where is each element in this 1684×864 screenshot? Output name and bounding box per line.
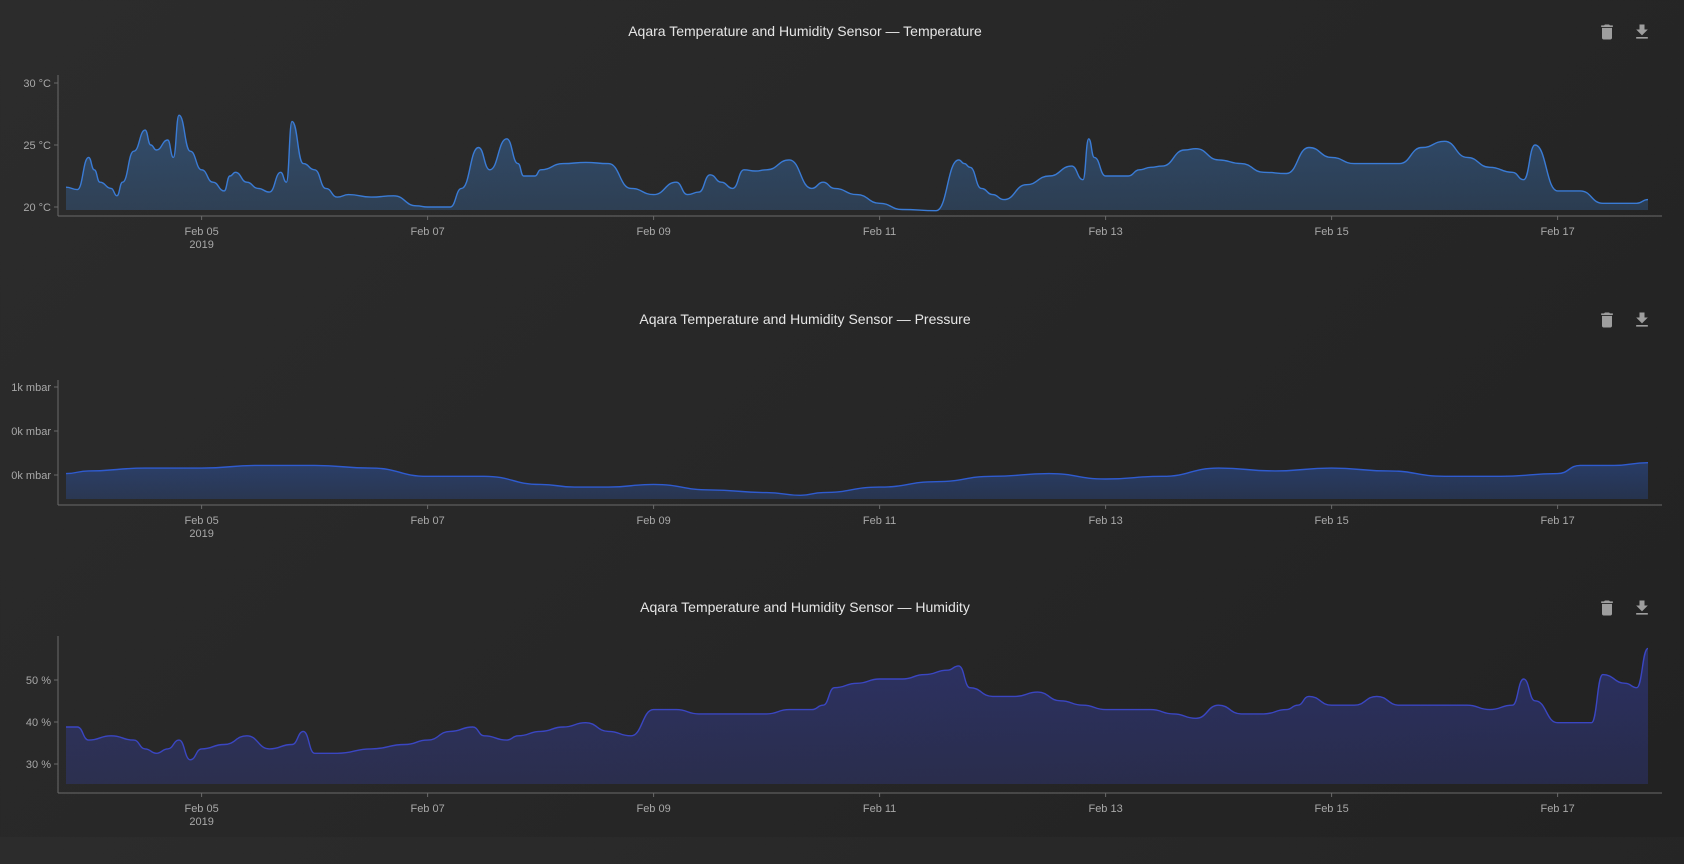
series-area <box>66 648 1648 784</box>
download-icon <box>1636 600 1648 615</box>
x-tick-label: Feb 13 <box>1088 226 1122 238</box>
pressure-panel: Aqara Temperature and Humidity Sensor — … <box>0 288 1684 576</box>
temperature-panel: Aqara Temperature and Humidity Sensor — … <box>0 0 1684 288</box>
series-line <box>66 647 1649 761</box>
download-button[interactable] <box>1632 22 1652 42</box>
y-tick-label: 20 °C <box>23 202 51 214</box>
x-tick-label: Feb 11 <box>863 226 896 238</box>
x-year-label: 2019 <box>189 528 213 540</box>
y-tick-label: 30 % <box>26 759 51 771</box>
y-tick-label: 25 °C <box>23 140 51 152</box>
y-tick-label: 30 °C <box>23 78 51 90</box>
x-tick-label: Feb 17 <box>1540 515 1574 527</box>
y-tick-label: 40 % <box>26 717 51 729</box>
delete-button[interactable] <box>1597 22 1617 42</box>
download-button[interactable] <box>1632 598 1652 618</box>
x-tick-label: Feb 07 <box>410 226 444 238</box>
x-year-label: 2019 <box>189 816 213 828</box>
chart-title: Aqara Temperature and Humidity Sensor — … <box>628 23 982 39</box>
series-area <box>66 462 1648 499</box>
download-button[interactable] <box>1632 310 1652 330</box>
download-icon <box>1636 24 1648 39</box>
humidity-panel: Aqara Temperature and Humidity Sensor — … <box>0 576 1684 864</box>
x-tick-label: Feb 05 <box>184 515 218 527</box>
trash-icon <box>1601 24 1613 40</box>
x-tick-label: Feb 13 <box>1088 515 1122 527</box>
download-icon <box>1636 312 1648 327</box>
x-tick-label: Feb 11 <box>863 803 896 815</box>
x-tick-label: Feb 15 <box>1314 803 1348 815</box>
x-tick-label: Feb 15 <box>1314 515 1348 527</box>
x-tick-label: Feb 05 <box>184 226 218 238</box>
y-tick-label: 0k mbar <box>11 470 51 482</box>
trash-icon <box>1601 312 1613 328</box>
y-tick-label: 1k mbar <box>11 382 51 394</box>
series-line <box>65 462 1649 497</box>
x-tick-label: Feb 07 <box>410 515 444 527</box>
y-tick-label: 0k mbar <box>11 426 51 438</box>
chart-title: Aqara Temperature and Humidity Sensor — … <box>640 599 970 615</box>
delete-button[interactable] <box>1597 598 1617 618</box>
series-line <box>65 114 1649 212</box>
x-tick-label: Feb 15 <box>1314 226 1348 238</box>
x-tick-label: Feb 05 <box>184 803 218 815</box>
x-tick-label: Feb 09 <box>636 515 670 527</box>
delete-button[interactable] <box>1597 310 1617 330</box>
x-tick-label: Feb 13 <box>1088 803 1122 815</box>
x-tick-label: Feb 17 <box>1540 803 1574 815</box>
chart-title: Aqara Temperature and Humidity Sensor — … <box>639 311 971 327</box>
x-year-label: 2019 <box>189 239 213 251</box>
x-tick-label: Feb 09 <box>636 226 670 238</box>
x-tick-label: Feb 17 <box>1540 226 1574 238</box>
x-tick-label: Feb 09 <box>636 803 670 815</box>
y-tick-label: 50 % <box>26 675 51 687</box>
trash-icon <box>1601 600 1613 616</box>
x-tick-label: Feb 07 <box>410 803 444 815</box>
series-area <box>66 115 1648 211</box>
x-tick-label: Feb 11 <box>863 515 896 527</box>
